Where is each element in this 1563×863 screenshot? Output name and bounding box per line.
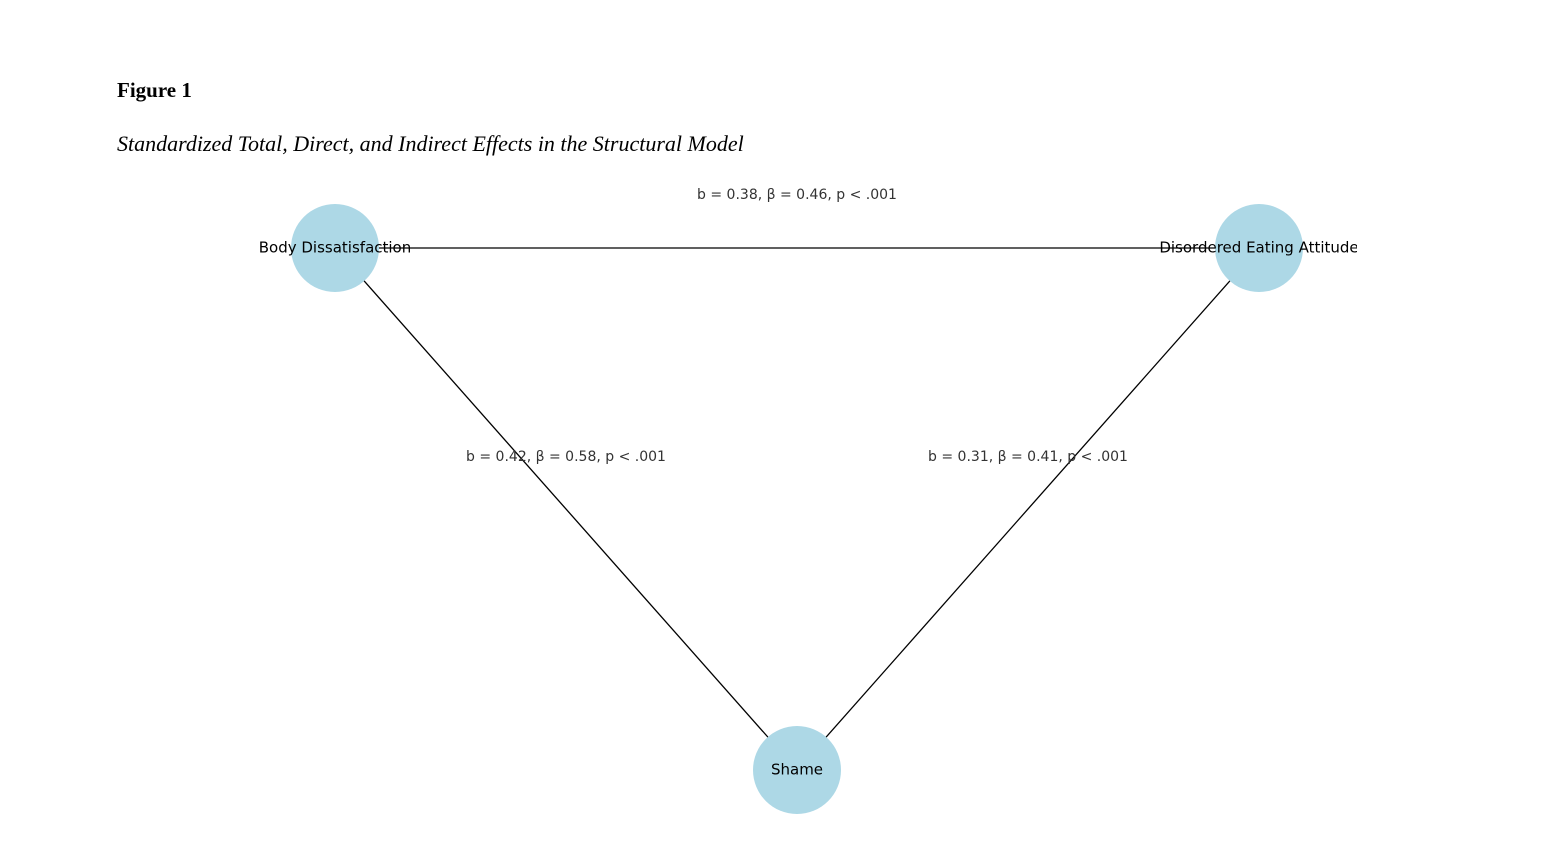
figure-number: Figure 1 <box>117 78 192 102</box>
edge <box>796 247 1260 771</box>
figure-title: Standardized Total, Direct, and Indirect… <box>117 131 744 156</box>
node-label: Disordered Eating Attitude <box>1159 239 1358 257</box>
edge-label: b = 0.31, β = 0.41, p < .001 <box>928 449 1128 465</box>
edge <box>334 247 798 771</box>
edge-label: b = 0.42, β = 0.58, p < .001 <box>466 449 666 465</box>
node <box>753 726 841 814</box>
node <box>1215 204 1303 292</box>
node <box>291 204 379 292</box>
edge-label: b = 0.38, β = 0.46, p < .001 <box>697 187 897 203</box>
node-label: Shame <box>771 761 823 779</box>
node-label: Body Dissatisfaction <box>259 239 412 257</box>
diagram-area: Body Dissatisfaction Disordered Eating A… <box>259 187 1358 814</box>
